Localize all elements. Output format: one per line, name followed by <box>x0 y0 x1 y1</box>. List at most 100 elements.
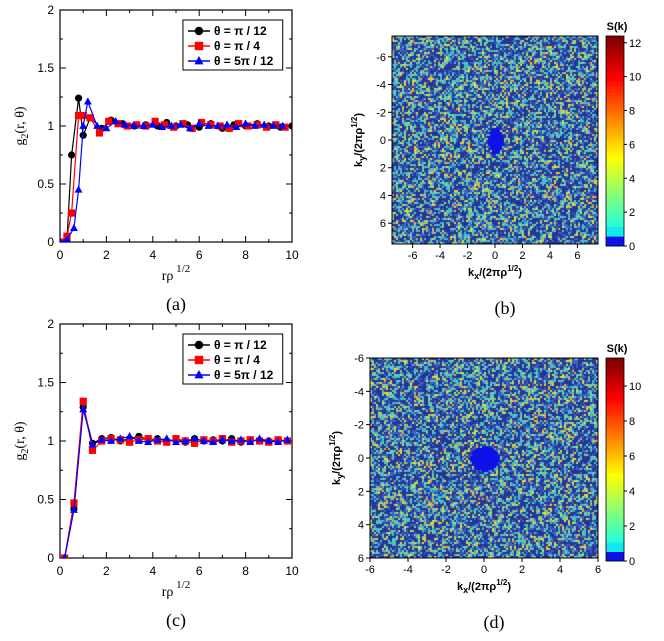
panel-caption: (b) <box>495 298 516 319</box>
series-point <box>278 121 287 129</box>
colorbar-frame <box>605 357 625 562</box>
colorbar-band <box>606 155 624 160</box>
x-axis-label: kx/(2πρ1/2) <box>457 578 511 595</box>
y-tick-label: 1 <box>47 119 54 133</box>
colorbar-band <box>606 221 624 226</box>
colorbar-band <box>606 473 624 478</box>
colorbar-band <box>606 172 624 177</box>
colorbar-band <box>606 81 624 86</box>
colorbar: 0 2 4 6 8 10 12S(k) <box>605 21 641 253</box>
colorbar-band <box>606 405 624 410</box>
x-tick-label: -6 <box>365 564 375 576</box>
legend-marker <box>194 55 204 65</box>
colorbar-tick-label: 8 <box>629 106 635 118</box>
colorbar-band <box>606 408 624 413</box>
series-point <box>250 121 259 129</box>
colorbar-band <box>606 391 624 396</box>
series-point <box>232 122 241 131</box>
x-tick-label: 2 <box>519 564 525 576</box>
series-point <box>68 151 76 159</box>
series-point <box>283 435 292 443</box>
y-axis-label: ky/(2πρ1/2) <box>350 113 367 167</box>
series-point <box>111 117 120 125</box>
colorbar-band <box>606 78 624 83</box>
colorbar-band <box>606 496 624 501</box>
series-point <box>116 434 125 442</box>
legend-marker <box>194 41 204 51</box>
colorbar-band <box>606 64 624 69</box>
colorbar-band <box>606 418 624 423</box>
y-tick-label: 2 <box>380 163 386 175</box>
series-point <box>148 120 157 128</box>
x-tick-label: 4 <box>149 248 156 262</box>
colorbar-band <box>606 225 624 230</box>
colorbar-band <box>606 388 624 393</box>
colorbar-band <box>606 449 624 454</box>
colorbar-band <box>606 123 624 128</box>
x-tick-label: -6 <box>408 250 418 262</box>
colorbar-band <box>606 109 624 114</box>
y-tick-label: 1.5 <box>37 376 54 390</box>
series-line <box>60 114 286 242</box>
colorbar-band <box>606 527 624 532</box>
series-point <box>79 397 87 405</box>
colorbar-band <box>606 412 624 417</box>
colorbar-band <box>606 60 624 65</box>
y-tick-label: 1.5 <box>37 61 54 75</box>
colorbar-frame <box>605 35 625 247</box>
series-point <box>274 437 283 446</box>
colorbar-tick-label: 4 <box>629 173 635 185</box>
colorbar-band <box>606 452 624 457</box>
x-tick-label: 0 <box>481 564 487 576</box>
colorbar-band <box>606 489 624 494</box>
colorbar-band <box>606 395 624 400</box>
y-tick-label: 0 <box>380 135 386 147</box>
y-tick-label: 6 <box>358 553 364 565</box>
colorbar-band <box>606 67 624 72</box>
structure-factor-map <box>392 36 598 244</box>
y-tick-label: -4 <box>376 80 386 92</box>
series-point <box>79 405 88 413</box>
colorbar-band <box>606 537 624 542</box>
series-point <box>153 435 162 443</box>
colorbar-band <box>606 415 624 420</box>
colorbar-tick-label: 0 <box>629 241 635 253</box>
colorbar-band <box>606 520 624 525</box>
x-tick-label: 6 <box>196 248 203 262</box>
colorbar-title: S(k) <box>607 21 628 33</box>
series-point <box>70 499 78 507</box>
series-point <box>74 111 83 120</box>
series-point <box>160 121 168 129</box>
colorbar-band <box>606 358 624 362</box>
colorbar-band <box>606 442 624 447</box>
series-point <box>97 435 106 443</box>
colorbar-band <box>606 364 624 369</box>
colorbar-tick-label: 6 <box>629 451 635 463</box>
colorbar-band <box>606 102 624 107</box>
legend-marker <box>194 26 204 36</box>
series-point <box>195 119 204 127</box>
colorbar-band <box>606 74 624 79</box>
y-tick-label: -6 <box>354 353 364 365</box>
panel-caption: (c) <box>166 610 186 631</box>
colorbar-band <box>606 479 624 484</box>
colorbar-band <box>606 179 624 184</box>
series-point <box>95 129 104 137</box>
series-point <box>88 440 97 448</box>
x-tick-label: 6 <box>196 564 203 578</box>
colorbar-band <box>606 144 624 149</box>
y-tick-label: 6 <box>380 218 386 230</box>
colorbar-band <box>606 141 624 146</box>
colorbar-band <box>606 462 624 467</box>
series-point <box>207 121 215 129</box>
colorbar-tick-label: 10 <box>629 72 641 84</box>
colorbar-band <box>606 368 624 373</box>
series-point <box>68 209 76 217</box>
colorbar-band <box>606 46 624 51</box>
x-tick-label: 0 <box>57 564 64 578</box>
x-tick-label: 2 <box>103 564 110 578</box>
series-point <box>185 124 194 132</box>
colorbar-band <box>606 530 624 535</box>
plot-c: 0 2 4 6 8 10 0 0.5 1 1.5 2 rρ 1/2 g2(r, θ) θ = π / 12… <box>13 317 299 631</box>
y-tick-label: -2 <box>376 107 386 119</box>
